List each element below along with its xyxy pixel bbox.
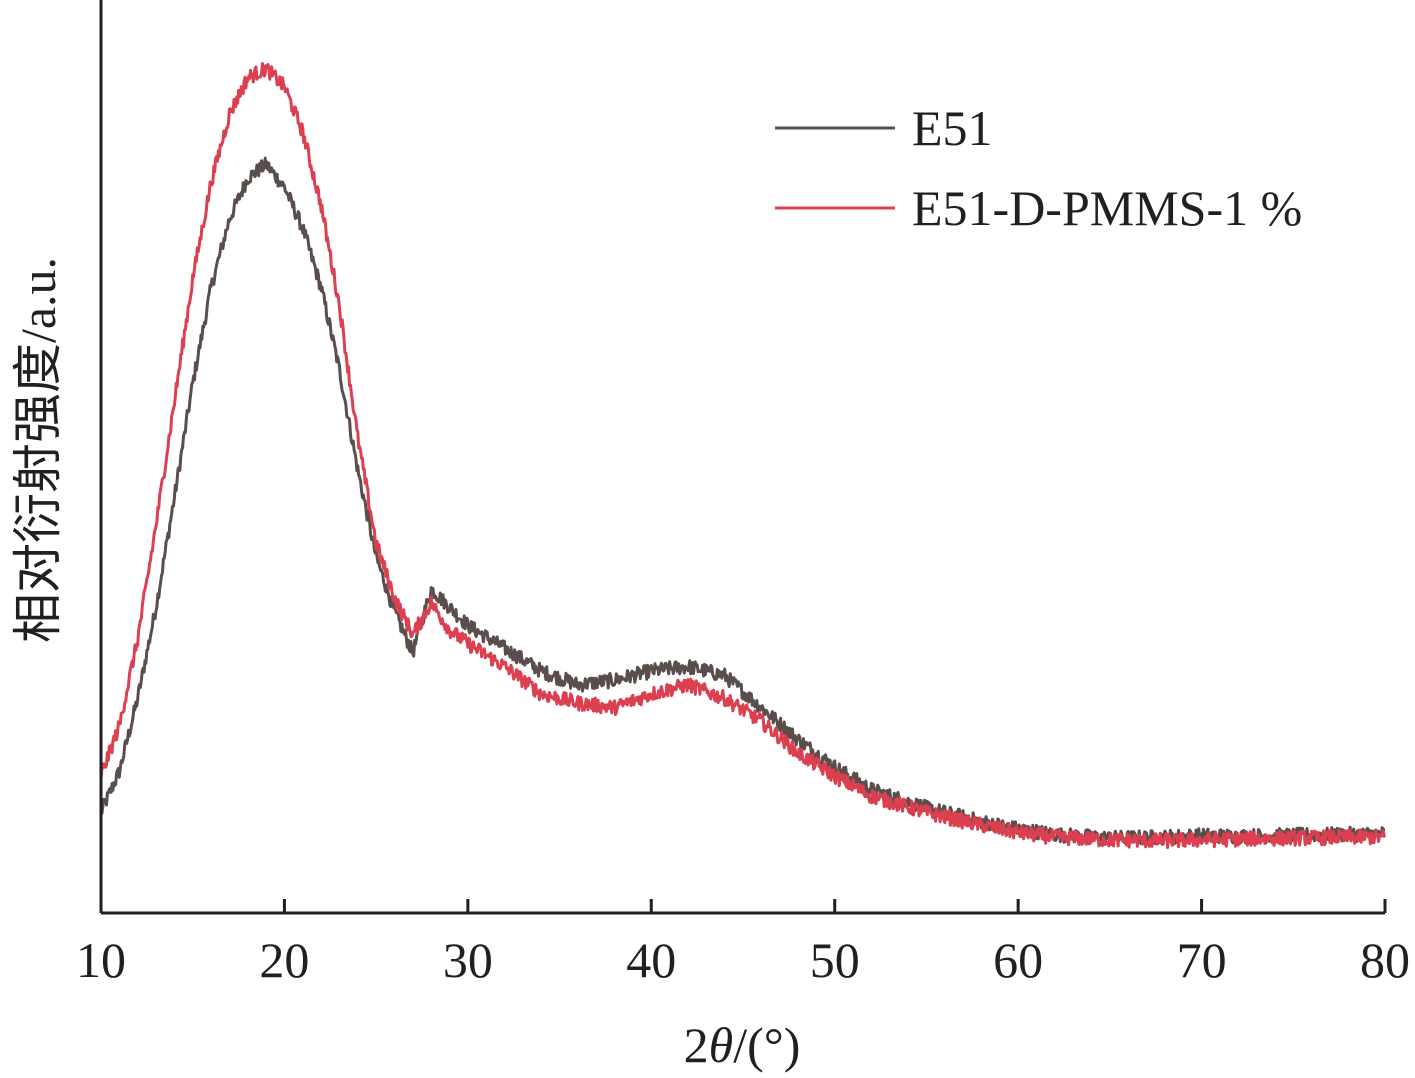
y-axis-label: 相对衍射强度/a.u.	[10, 257, 66, 643]
legend-label-1: E51	[912, 100, 993, 156]
x-tick-label: 50	[810, 932, 860, 988]
x-tick-label: 80	[1360, 932, 1410, 988]
series-line-2	[99, 62, 1387, 850]
x-tick-label: 30	[443, 932, 493, 988]
plot-lines	[99, 62, 1387, 850]
x-ticks: 10 20 30 40 50 60 70 80	[76, 899, 1410, 988]
axes	[99, 0, 1385, 915]
x-tick-label: 70	[1177, 932, 1227, 988]
series-line-1	[99, 156, 1386, 846]
x-tick-label: 10	[76, 932, 126, 988]
x-tick-label: 60	[993, 932, 1043, 988]
legend: E51 E51-D-PMMS-1 %	[775, 100, 1302, 236]
legend-label-2: E51-D-PMMS-1 %	[912, 180, 1302, 236]
x-tick-label: 40	[626, 932, 676, 988]
x-tick-label: 20	[259, 932, 309, 988]
x-axis-label: 2θ/(°)	[684, 1017, 801, 1073]
